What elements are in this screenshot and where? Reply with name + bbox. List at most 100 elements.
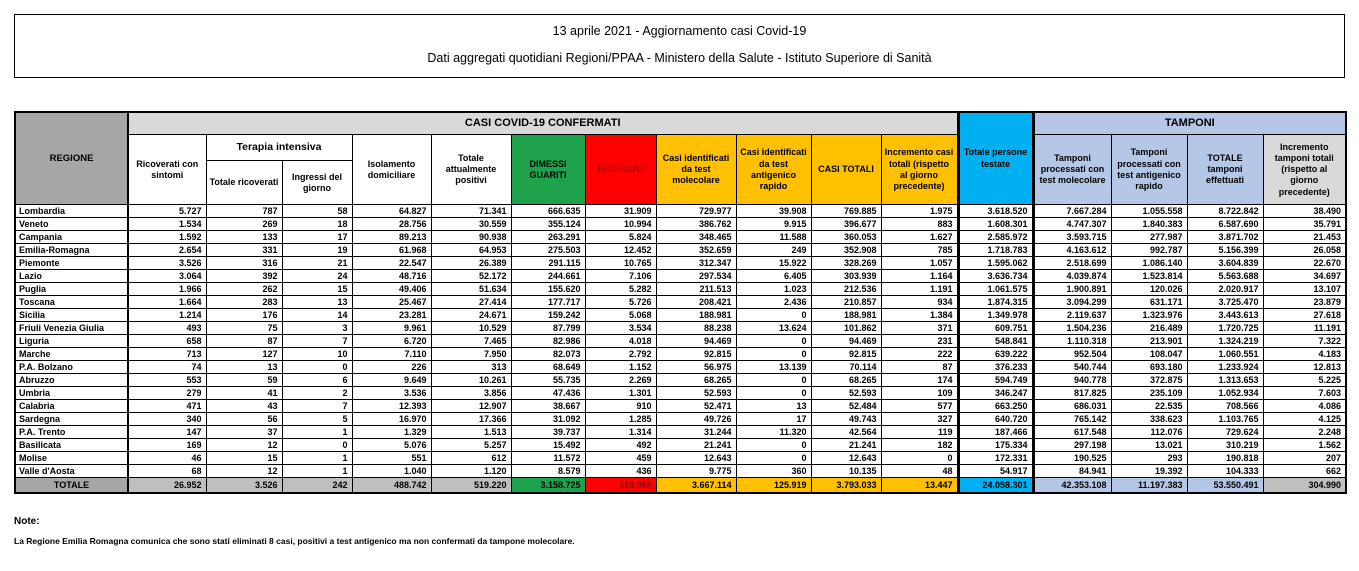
- cell-deceduti: 459: [584, 451, 657, 466]
- table-row: Puglia 1.966 262 15 49.406 51.634 155.620 5.282…: [14, 282, 1347, 297]
- cell-tamponi-antigenico: 1.055.558: [1110, 204, 1188, 219]
- cell-casi-test-antigenico: 11.320: [735, 425, 812, 440]
- cell-tamponi-molecolare: 3.094.299: [1032, 295, 1112, 310]
- cell-terapia-ingressi-giorno: 13: [281, 295, 353, 310]
- cell-casi-test-molecolare: 21.241: [655, 438, 737, 453]
- total-casi-test-antigenico: 125.919: [735, 477, 812, 494]
- cell-incremento-casi: 222: [880, 347, 959, 362]
- cell-incremento-tamponi: 38.490: [1262, 204, 1347, 219]
- cell-incremento-tamponi: 34.697: [1262, 269, 1347, 284]
- cell-casi-totali: 352.908: [810, 243, 882, 258]
- cell-tamponi-molecolare: 7.667.284: [1032, 204, 1112, 219]
- cell-incremento-casi: 371: [880, 321, 959, 336]
- total-ricoverati-con-sintomi: 26.952: [127, 477, 207, 494]
- header-casi-test-molecolare: Casi identificati da test molecolare: [655, 134, 737, 206]
- table-row: Sicilia 1.214 176 14 23.281 24.671 159.242 5.06…: [14, 308, 1347, 323]
- report-page: 13 aprile 2021 - Aggiornamento casi Covi…: [14, 14, 1348, 546]
- table-body: Lombardia 5.727 787 58 64.827 71.341 666.635 31…: [14, 204, 1347, 479]
- table-row: Friuli Venezia Giulia 493 75 3 9.961 10.529 87…: [14, 321, 1347, 336]
- cell-incremento-casi: 109: [880, 386, 959, 401]
- cell-deceduti: 10.765: [584, 256, 657, 271]
- region-name: Puglia: [14, 282, 129, 297]
- cell-ricoverati-con-sintomi: 2.654: [127, 243, 207, 258]
- table-row: Molise 46 15 1 551 612 11.572 459 12.643 0 12.643 0…: [14, 451, 1347, 466]
- region-name: Basilicata: [14, 438, 129, 453]
- cell-dimessi-guariti: 8.579: [510, 464, 586, 479]
- cell-dimessi-guariti: 263.291: [510, 230, 586, 245]
- total-casi-test-molecolare: 3.667.114: [655, 477, 737, 494]
- table-row: P.A. Bolzano 74 13 0 226 313 68.649 1.152 56.975…: [14, 360, 1347, 375]
- cell-incremento-casi: 182: [880, 438, 959, 453]
- cell-deceduti: 436: [584, 464, 657, 479]
- cell-totale-tamponi: 310.219: [1186, 438, 1264, 453]
- cell-casi-totali: 212.536: [810, 282, 882, 297]
- cell-incremento-tamponi: 35.791: [1262, 217, 1347, 232]
- cell-terapia-ingressi-giorno: 1: [281, 464, 353, 479]
- cell-totale-tamponi: 1.313.653: [1186, 373, 1264, 388]
- cell-totale-attualmente-positivi: 7.950: [430, 347, 512, 362]
- cell-isolamento-domiciliare: 22.547: [351, 256, 432, 271]
- cell-totale-attualmente-positivi: 1.120: [430, 464, 512, 479]
- report-subtitle: Dati aggregati quotidiani Regioni/PPAA -…: [427, 51, 932, 66]
- region-name: Valle d'Aosta: [14, 464, 129, 479]
- cell-isolamento-domiciliare: 48.716: [351, 269, 432, 284]
- cell-deceduti: 5.068: [584, 308, 657, 323]
- cell-totale-attualmente-positivi: 24.671: [430, 308, 512, 323]
- header-isolamento-domiciliare: Isolamento domiciliare: [351, 134, 432, 206]
- cell-casi-test-antigenico: 0: [735, 438, 812, 453]
- cell-casi-totali: 210.857: [810, 295, 882, 310]
- cell-deceduti: 5.824: [584, 230, 657, 245]
- cell-dimessi-guariti: 666.635: [510, 204, 586, 219]
- cell-terapia-totale-ricoverati: 12: [205, 438, 283, 453]
- cell-dimessi-guariti: 275.503: [510, 243, 586, 258]
- cell-dimessi-guariti: 31.092: [510, 412, 586, 427]
- cell-incremento-casi: 0: [880, 451, 959, 466]
- cell-deceduti: 7.106: [584, 269, 657, 284]
- cell-tamponi-molecolare: 952.504: [1032, 347, 1112, 362]
- cell-totale-tamponi: 1.720.725: [1186, 321, 1264, 336]
- cell-ricoverati-con-sintomi: 553: [127, 373, 207, 388]
- cell-terapia-ingressi-giorno: 18: [281, 217, 353, 232]
- cell-ricoverati-con-sintomi: 74: [127, 360, 207, 375]
- cell-tamponi-antigenico: 235.109: [1110, 386, 1188, 401]
- cell-terapia-totale-ricoverati: 787: [205, 204, 283, 219]
- cell-casi-totali: 769.885: [810, 204, 882, 219]
- cell-casi-totali: 10.135: [810, 464, 882, 479]
- cell-incremento-casi: 1.384: [880, 308, 959, 323]
- cell-totale-persone-testate: 1.874.315: [956, 295, 1035, 310]
- cell-deceduti: 3.534: [584, 321, 657, 336]
- cell-casi-totali: 101.862: [810, 321, 882, 336]
- cell-totale-persone-testate: 346.247: [956, 386, 1035, 401]
- cell-dimessi-guariti: 355.124: [510, 217, 586, 232]
- cell-incremento-casi: 327: [880, 412, 959, 427]
- cell-terapia-ingressi-giorno: 3: [281, 321, 353, 336]
- cell-tamponi-molecolare: 2.119.637: [1032, 308, 1112, 323]
- table-row: Piemonte 3.526 316 21 22.547 26.389 291.115 10.…: [14, 256, 1347, 271]
- cell-tamponi-molecolare: 1.504.236: [1032, 321, 1112, 336]
- region-name: Campania: [14, 230, 129, 245]
- table-row: Calabria 471 43 7 12.393 12.907 38.667 910 52.47…: [14, 399, 1347, 414]
- cell-casi-totali: 52.593: [810, 386, 882, 401]
- cell-tamponi-molecolare: 765.142: [1032, 412, 1112, 427]
- header-band-tamponi: TAMPONI: [1032, 111, 1347, 136]
- cell-tamponi-antigenico: 19.392: [1110, 464, 1188, 479]
- cell-casi-test-antigenico: 17: [735, 412, 812, 427]
- cell-tamponi-antigenico: 277.987: [1110, 230, 1188, 245]
- cell-deceduti: 10.994: [584, 217, 657, 232]
- cell-casi-test-molecolare: 729.977: [655, 204, 737, 219]
- cell-casi-test-antigenico: 0: [735, 347, 812, 362]
- cell-incremento-tamponi: 7.322: [1262, 334, 1347, 349]
- cell-totale-tamponi: 1.233.924: [1186, 360, 1264, 375]
- cell-terapia-ingressi-giorno: 15: [281, 282, 353, 297]
- cell-tamponi-molecolare: 2.518.699: [1032, 256, 1112, 271]
- cell-tamponi-molecolare: 540.744: [1032, 360, 1112, 375]
- cell-tamponi-antigenico: 22.535: [1110, 399, 1188, 414]
- cell-terapia-totale-ricoverati: 262: [205, 282, 283, 297]
- cell-totale-tamponi: 1.324.219: [1186, 334, 1264, 349]
- cell-incremento-tamponi: 2.248: [1262, 425, 1347, 440]
- cell-incremento-tamponi: 4.086: [1262, 399, 1347, 414]
- cell-terapia-totale-ricoverati: 283: [205, 295, 283, 310]
- cell-totale-persone-testate: 2.585.972: [956, 230, 1035, 245]
- total-terapia-ingressi-giorno: 242: [281, 477, 353, 494]
- header-incremento-tamponi: Incremento tamponi totali (rispetto al g…: [1262, 134, 1347, 206]
